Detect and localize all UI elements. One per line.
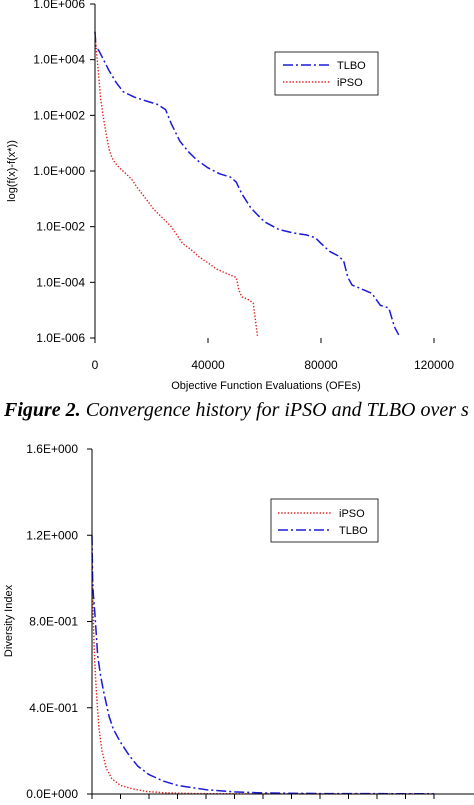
diversity-x-ticks bbox=[91, 794, 435, 799]
convergence-chart: 1.0E+006 1.0E+004 1.0E+002 1.0E+000 1.0E-002… bbox=[6, 0, 454, 392]
convergence-ytick-label: 1.0E+006 bbox=[33, 0, 85, 11]
diversity-ytick-label: 8.0E-001 bbox=[29, 615, 78, 629]
convergence-x-ticks: 0 40000 80000 120000 bbox=[92, 338, 454, 372]
convergence-ytick-label: 1.0E-006 bbox=[36, 331, 85, 345]
diversity-ytick-label: 1.2E+000 bbox=[26, 528, 78, 542]
diversity-y-label: Diversity Index bbox=[3, 584, 15, 657]
diversity-chart: 0.0E+000 4.0E-001 8.0E-001 1.2E+000 1.6E+000… bbox=[3, 442, 474, 801]
convergence-y-label: log(f(x)-f(x*)) bbox=[6, 140, 18, 202]
convergence-xtick-label: 80000 bbox=[304, 358, 338, 372]
convergence-ytick-label: 1.0E+002 bbox=[33, 108, 85, 122]
legend-label-tlbo: TLBO bbox=[339, 525, 368, 537]
legend-label-ipso: iPSO bbox=[337, 77, 363, 89]
diversity-legend-box bbox=[270, 498, 379, 543]
convergence-ytick-label: 1.0E+004 bbox=[33, 53, 85, 67]
diversity-series-tlbo bbox=[91, 535, 435, 795]
diversity-legend: iPSO TLBO bbox=[270, 498, 379, 543]
figure-caption-text: Convergence history for iPSO and TLBO ov… bbox=[81, 399, 469, 421]
convergence-y-ticks: 1.0E+006 1.0E+004 1.0E+002 1.0E+000 1.0E-002… bbox=[33, 0, 95, 345]
convergence-ytick-label: 1.0E-004 bbox=[36, 275, 85, 289]
legend-label-ipso: iPSO bbox=[339, 508, 365, 520]
diversity-y-ticks: 0.0E+000 4.0E-001 8.0E-001 1.2E+000 1.6E+000 bbox=[26, 442, 92, 801]
convergence-series-ipso bbox=[94, 31, 259, 336]
diversity-ytick-label: 4.0E-001 bbox=[29, 701, 78, 715]
figure-caption: Figure 2. Convergence history for iPSO a… bbox=[3, 399, 469, 421]
convergence-x-label: Objective Function Evaluations (OFEs) bbox=[171, 380, 361, 392]
convergence-legend-box bbox=[274, 51, 379, 96]
diversity-ytick-label: 1.6E+000 bbox=[26, 442, 78, 456]
convergence-series-tlbo bbox=[94, 31, 400, 336]
diversity-lines bbox=[91, 535, 435, 795]
convergence-ytick-label: 1.0E-002 bbox=[36, 220, 85, 234]
legend-label-tlbo: TLBO bbox=[337, 60, 366, 72]
convergence-xtick-label: 40000 bbox=[191, 358, 225, 372]
diversity-ytick-label: 0.0E+000 bbox=[26, 787, 78, 801]
diversity-series-ipso bbox=[91, 552, 435, 795]
convergence-ytick-label: 1.0E+000 bbox=[33, 164, 85, 178]
convergence-legend: TLBO iPSO bbox=[274, 51, 379, 96]
convergence-lines bbox=[94, 31, 400, 336]
convergence-xtick-label: 120000 bbox=[414, 358, 454, 372]
convergence-xtick-label: 0 bbox=[92, 358, 99, 372]
figure-caption-prefix: Figure 2. bbox=[3, 399, 81, 421]
